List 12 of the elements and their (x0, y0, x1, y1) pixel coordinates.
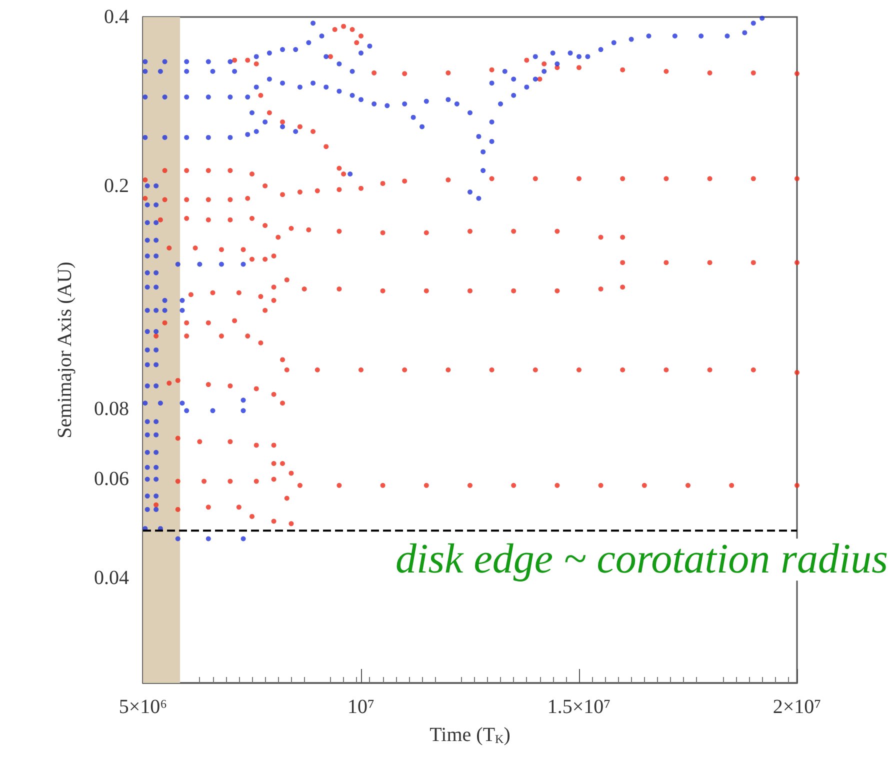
y-tick-label: 0.04 (94, 567, 129, 590)
x-tick-label: 10⁷ (348, 696, 375, 718)
y-tick-label: 0.08 (94, 398, 129, 420)
y-axis-title: Semimajor Axis (AU) (54, 262, 76, 438)
x-tick-label: 1.5×10⁷ (547, 696, 611, 718)
x-tick-label: 2×10⁷ (772, 696, 822, 718)
y-tick-label: 0.2 (104, 174, 129, 197)
x-axis-title: Time (TK) (430, 724, 510, 746)
y-tick-label: 0.06 (94, 468, 129, 490)
x-tick-label: 5×10⁶ (118, 696, 168, 718)
y-tick-label: 0.4 (104, 6, 129, 28)
ref-line-label: disk edge ~ corotation radius (396, 536, 888, 583)
